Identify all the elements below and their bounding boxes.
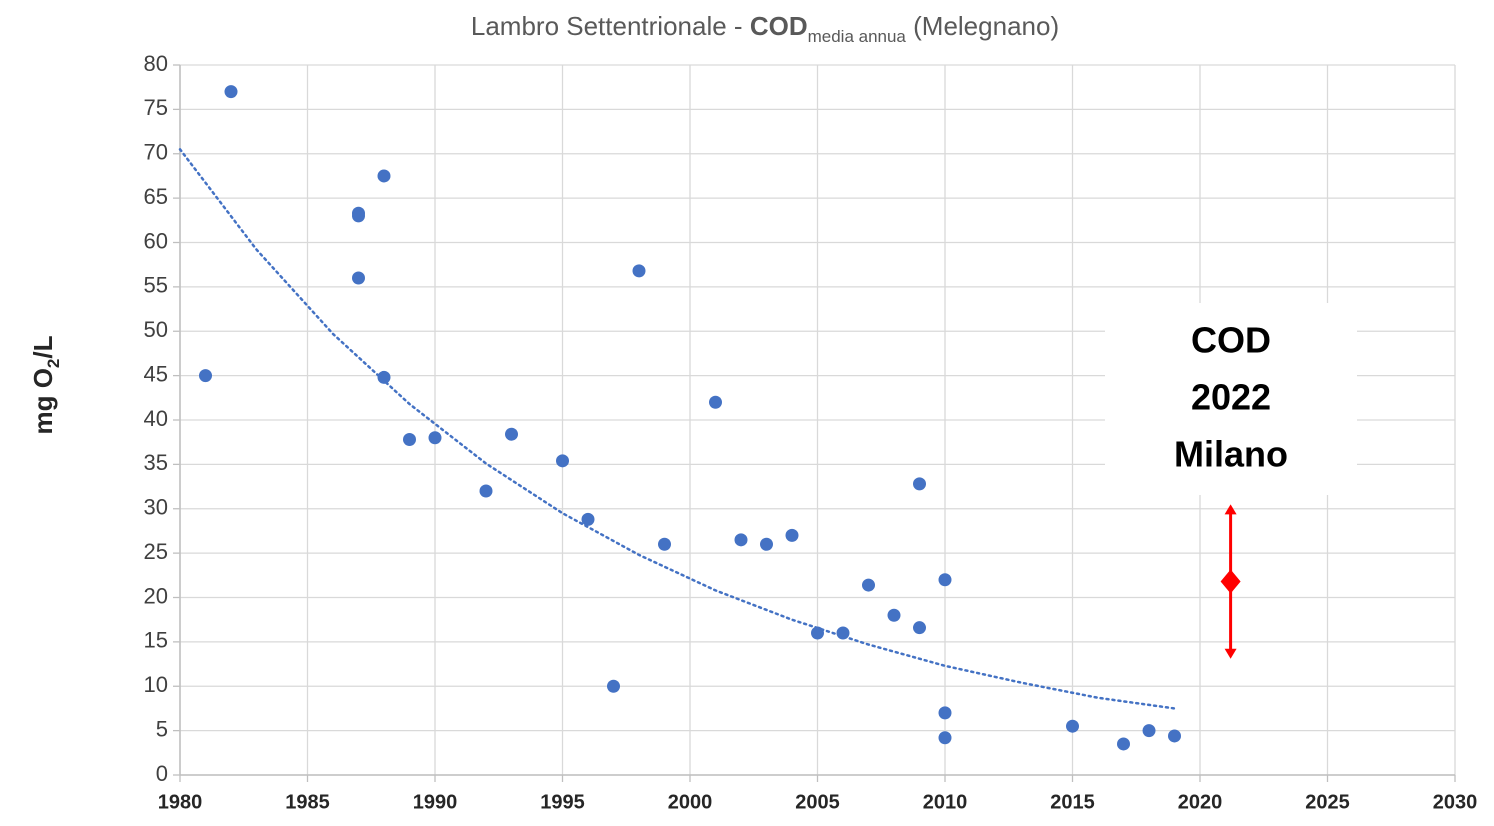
point xyxy=(862,578,875,592)
point xyxy=(760,537,773,551)
y-tick-label: 55 xyxy=(144,273,168,298)
y-tick-label: 80 xyxy=(144,51,168,76)
x-tick-label: 1980 xyxy=(158,791,203,813)
point xyxy=(581,512,595,526)
point xyxy=(913,621,926,635)
point xyxy=(709,395,722,409)
x-tick-label: 2000 xyxy=(668,791,713,813)
x-tick-label: 2015 xyxy=(1050,791,1095,813)
x-tick-label: 2025 xyxy=(1305,791,1350,813)
point xyxy=(199,369,212,383)
point xyxy=(734,533,748,547)
y-tick-label: 35 xyxy=(144,450,168,475)
x-tick-label: 1995 xyxy=(540,791,585,813)
point xyxy=(1142,724,1156,738)
point xyxy=(938,706,952,720)
y-tick-label: 30 xyxy=(144,495,168,520)
y-tick-label: 15 xyxy=(144,628,168,653)
y-label-part: mg O xyxy=(28,368,58,434)
point xyxy=(479,484,493,498)
point xyxy=(224,85,238,99)
x-tick-label: 2005 xyxy=(795,791,840,813)
y-tick-label: 0 xyxy=(156,761,168,786)
point xyxy=(403,433,416,447)
point xyxy=(811,626,824,640)
point xyxy=(1117,737,1130,751)
point xyxy=(785,528,799,542)
point xyxy=(556,454,569,468)
annotation-box xyxy=(1105,303,1357,495)
point xyxy=(913,477,926,491)
trendline xyxy=(178,148,1176,710)
y-tick-label: 65 xyxy=(144,184,168,209)
error-arrow-down xyxy=(1224,648,1237,659)
y-tick-label: 75 xyxy=(144,95,168,120)
x-tick-label: 2020 xyxy=(1178,791,1223,813)
annotation-line: 2022 xyxy=(1191,377,1271,418)
point xyxy=(352,271,365,285)
point xyxy=(505,427,518,441)
title-part: (Melegnano) xyxy=(906,11,1059,41)
point xyxy=(632,264,646,278)
title-part: COD xyxy=(750,11,808,41)
y-tick-label: 5 xyxy=(156,716,168,741)
point xyxy=(352,209,365,223)
point xyxy=(428,431,442,445)
y-tick-label: 20 xyxy=(144,583,168,608)
annotation-line: Milano xyxy=(1174,434,1288,475)
title-part: media annua xyxy=(808,27,907,46)
point xyxy=(607,679,620,693)
y-tick-label: 45 xyxy=(144,361,168,386)
x-tick-label: 2030 xyxy=(1433,791,1478,813)
point xyxy=(377,370,391,384)
y-tick-label: 50 xyxy=(144,317,168,342)
y-axis-label: mg O2/L xyxy=(28,335,63,434)
highlight-point xyxy=(1220,569,1241,594)
error-arrow-up xyxy=(1224,504,1237,515)
x-tick-label: 2010 xyxy=(923,791,968,813)
title-part: Lambro Settentrionale - xyxy=(471,11,750,41)
y-tick-label: 25 xyxy=(144,539,168,564)
point xyxy=(377,169,391,183)
point xyxy=(1066,719,1079,733)
y-tick-label: 70 xyxy=(144,140,168,165)
y-tick-label: 40 xyxy=(144,406,168,431)
point xyxy=(938,573,952,587)
annotation-line: COD xyxy=(1191,320,1271,361)
point xyxy=(887,608,901,622)
point xyxy=(938,731,952,745)
chart-title: Lambro Settentrionale - CODmedia annua (… xyxy=(471,11,1059,46)
x-tick-label: 1990 xyxy=(413,791,458,813)
point xyxy=(658,537,671,551)
y-tick-label: 60 xyxy=(144,228,168,253)
y-label-part: /L xyxy=(28,335,58,358)
x-tick-label: 1985 xyxy=(285,791,330,813)
point xyxy=(836,626,850,640)
y-tick-label: 10 xyxy=(144,672,168,697)
point xyxy=(1168,729,1181,743)
y-label-part: 2 xyxy=(44,359,63,368)
